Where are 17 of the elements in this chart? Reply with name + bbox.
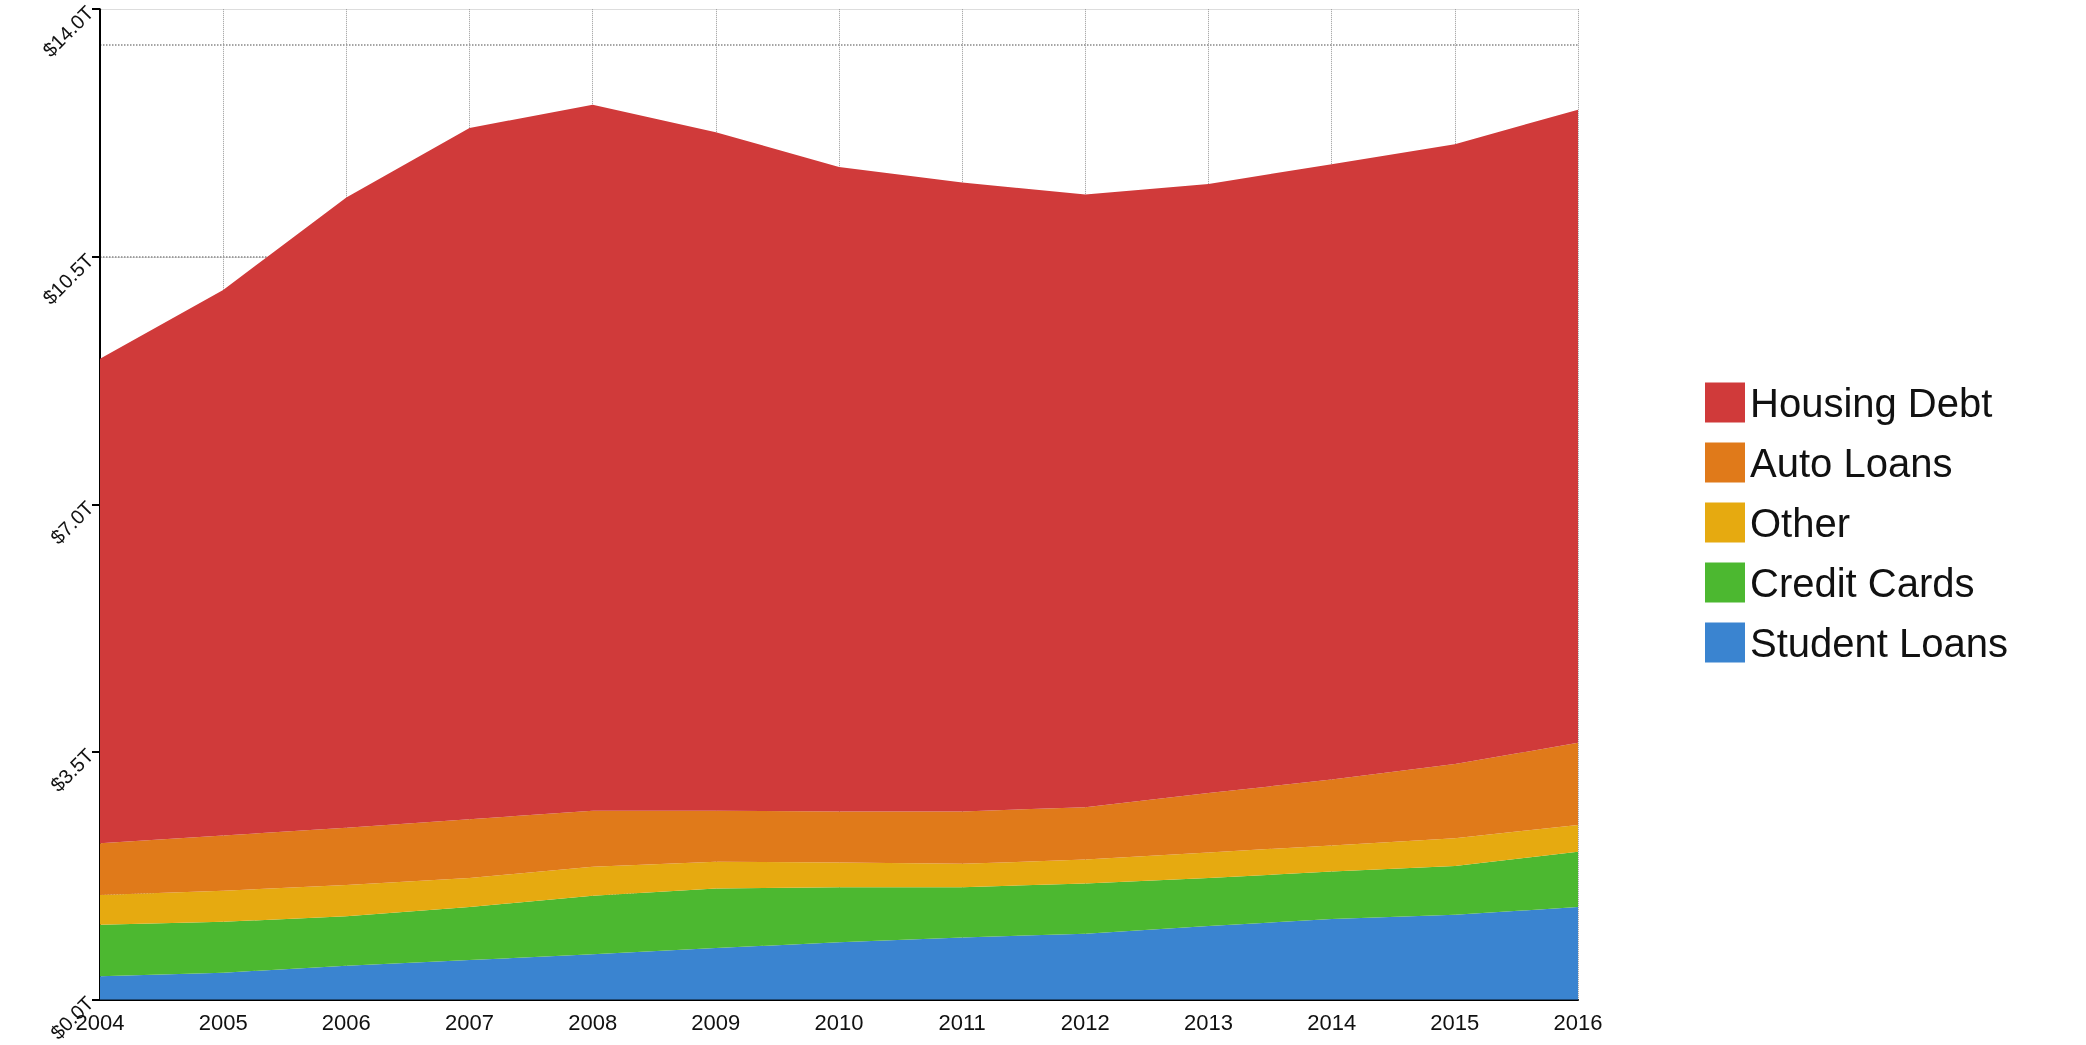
x-tick-label: 2009 — [691, 1010, 741, 1036]
x-tick-label: 2010 — [814, 1010, 864, 1036]
legend-label: Housing Debt — [1750, 380, 1993, 425]
x-tick-label: 2011 — [938, 1010, 986, 1036]
x-tick-label: 2013 — [1184, 1010, 1233, 1036]
x-tick-label: 2016 — [1553, 1010, 1603, 1036]
x-tick-label: 2012 — [1060, 1010, 1110, 1036]
x-tick-label: 2008 — [568, 1010, 618, 1036]
legend-label: Credit Cards — [1750, 560, 1975, 605]
legend-label: Other — [1750, 500, 1851, 545]
legend-label: Student Loans — [1750, 620, 2008, 665]
x-tick-label: 2014 — [1307, 1010, 1357, 1036]
legend-label: Auto Loans — [1750, 440, 1953, 485]
x-tick-label: 2006 — [321, 1010, 371, 1036]
x-tick-label: 2007 — [445, 1010, 494, 1036]
x-tick-label: 2005 — [198, 1010, 248, 1036]
x-tick-label: 2015 — [1430, 1010, 1480, 1036]
